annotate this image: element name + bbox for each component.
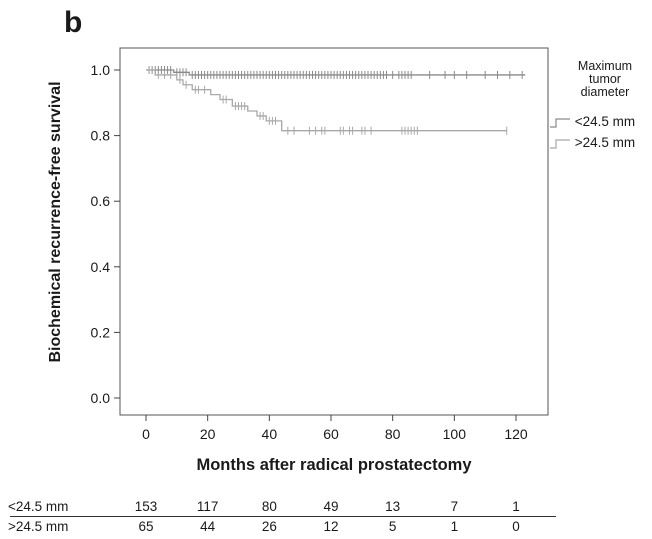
- risk-count: 1: [512, 499, 520, 514]
- y-tick-label: 0.4: [91, 259, 111, 275]
- panel-label: b: [64, 6, 83, 39]
- risk-count: 26: [261, 519, 277, 534]
- x-axis-label: Months after radical prostatectomy: [196, 456, 472, 474]
- x-tick-label: 40: [262, 426, 278, 442]
- risk-row-label: >24.5 mm: [8, 519, 69, 534]
- y-tick-label: 0.0: [91, 390, 111, 406]
- risk-count: 153: [134, 499, 158, 514]
- y-axis-label: Biochemical recurrence-free survival: [47, 81, 64, 363]
- x-tick-label: 120: [504, 426, 528, 442]
- legend-step-icon: [550, 118, 570, 129]
- legend-entry-large-tumor: >24.5 mm: [549, 135, 635, 151]
- series-line-large-tumor: [146, 69, 507, 132]
- legend-step-icon: [550, 139, 570, 150]
- risk-count: 7: [450, 499, 459, 514]
- risk-count: 1: [450, 519, 459, 534]
- series-line-small-tumor: [146, 69, 526, 76]
- legend-entry-small-tumor: <24.5 mm: [549, 114, 635, 130]
- legend-label: >24.5 mm: [574, 135, 636, 150]
- risk-table-divider: [10, 516, 556, 517]
- risk-count: 65: [138, 519, 154, 534]
- risk-count: 13: [385, 499, 401, 514]
- plot-frame: [119, 47, 549, 416]
- x-tick-label: 20: [200, 426, 216, 442]
- x-tick-label: 0: [142, 426, 150, 442]
- legend-title-line: tumor: [589, 72, 621, 86]
- x-tick-label: 60: [323, 426, 339, 442]
- y-tick-label: 0.6: [91, 193, 111, 209]
- risk-count: 12: [323, 519, 339, 534]
- legend-title-line: Maximum: [577, 59, 633, 73]
- x-tick-label: 100: [443, 426, 467, 442]
- risk-count: 80: [261, 499, 277, 514]
- risk-count: 5: [388, 519, 397, 534]
- risk-row-label: <24.5 mm: [8, 499, 69, 514]
- risk-count: 44: [200, 519, 216, 534]
- y-tick-label: 0.8: [91, 128, 111, 144]
- risk-count: 0: [512, 519, 520, 534]
- y-tick-label: 1.0: [91, 62, 111, 78]
- legend-title-line: diameter: [580, 85, 630, 99]
- x-tick-label: 80: [385, 426, 401, 442]
- risk-count: 49: [323, 499, 339, 514]
- y-tick-label: 0.2: [91, 324, 111, 340]
- risk-count: 117: [196, 499, 219, 514]
- legend-label: <24.5 mm: [574, 114, 636, 129]
